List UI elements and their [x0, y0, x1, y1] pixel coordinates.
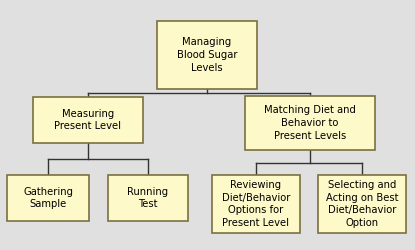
FancyBboxPatch shape: [318, 175, 406, 233]
FancyBboxPatch shape: [108, 175, 188, 221]
Text: Running
Test: Running Test: [127, 186, 168, 210]
Text: Reviewing
Diet/Behavior
Options for
Present Level: Reviewing Diet/Behavior Options for Pres…: [222, 180, 290, 228]
FancyBboxPatch shape: [157, 21, 257, 89]
Text: Measuring
Present Level: Measuring Present Level: [54, 108, 122, 132]
Text: Gathering
Sample: Gathering Sample: [23, 186, 73, 210]
FancyBboxPatch shape: [212, 175, 300, 233]
Text: Matching Diet and
Behavior to
Present Levels: Matching Diet and Behavior to Present Le…: [264, 105, 356, 141]
Text: Selecting and
Acting on Best
Diet/Behavior
Option: Selecting and Acting on Best Diet/Behavi…: [326, 180, 398, 228]
FancyBboxPatch shape: [245, 96, 375, 150]
Text: Managing
Blood Sugar
Levels: Managing Blood Sugar Levels: [177, 37, 237, 73]
FancyBboxPatch shape: [33, 97, 143, 143]
FancyBboxPatch shape: [7, 175, 89, 221]
